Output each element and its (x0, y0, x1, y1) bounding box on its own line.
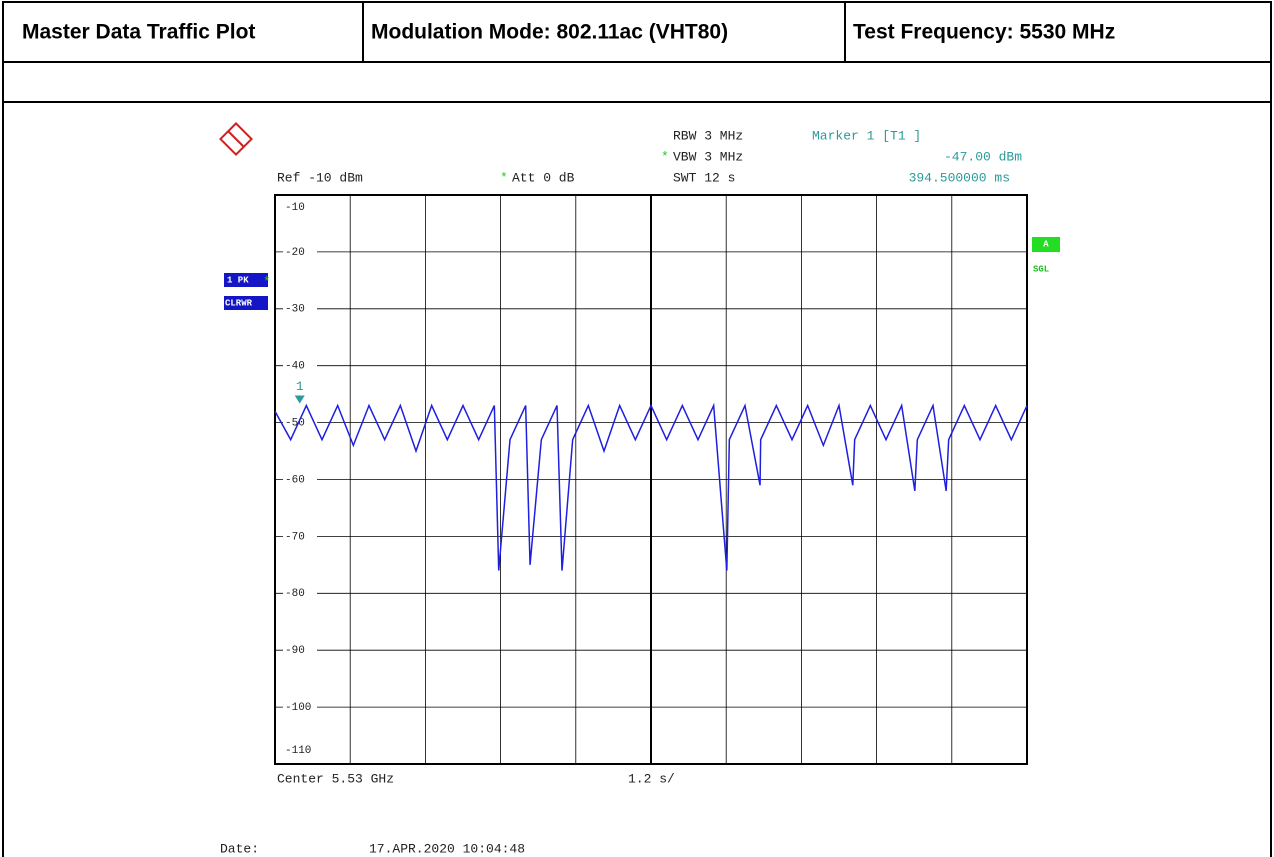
sweep: SGL (1033, 264, 1049, 274)
swt: SWT 12 s (673, 170, 735, 185)
y-tick-label: -30 (285, 304, 305, 316)
plot-border (274, 194, 1028, 765)
trace (274, 402, 1028, 571)
marker-level: -47.00 dBm (944, 149, 1022, 164)
star: * (263, 274, 271, 289)
header-cell: Modulation Mode: 802.11ac (VHT80) (371, 21, 728, 44)
label-bg (283, 644, 317, 657)
y-tick-label: -20 (285, 247, 305, 259)
y-tick-label: -60 (285, 474, 305, 486)
y-tick-label: -10 (285, 202, 305, 214)
rbw: RBW 3 MHz (673, 128, 743, 143)
label-bg (283, 473, 317, 486)
vbw: VBW 3 MHz (673, 149, 743, 164)
marker (294, 395, 305, 404)
y-tick-label: -100 (285, 702, 311, 714)
date-label: Date: (220, 841, 259, 856)
logo (219, 122, 253, 156)
marker-title: Marker 1 [T1 ] (812, 128, 921, 143)
trace-box (1032, 237, 1060, 252)
detector-box (224, 273, 268, 287)
plot: -10 -20 -30 -40 -50 -60 -70 -80 -90 -100 -110 1 (274, 194, 1028, 765)
header-cell: Master Data Traffic Plot (22, 21, 255, 44)
header-cell: Test Frequency: 5530 MHz (853, 21, 1115, 44)
label-bg (283, 359, 317, 372)
label-bg (283, 587, 317, 600)
y-tick-label: -110 (285, 745, 311, 757)
trace: A (1043, 239, 1049, 249)
marker-time: 394.500000 ms (909, 170, 1010, 185)
label-bg (283, 302, 317, 315)
date: 17.APR.2020 10:04:48 (369, 841, 525, 856)
mode: CLRWR (225, 298, 253, 308)
y-tick-label: -70 (285, 531, 305, 543)
y-tick-label: -80 (285, 588, 305, 600)
ref: Ref -10 dBm (277, 170, 363, 185)
star: * (500, 170, 508, 185)
label-bg (283, 416, 317, 429)
y-tick-label: -50 (285, 418, 305, 430)
y-tick-label: -40 (285, 361, 305, 373)
detector: 1 PK (227, 275, 249, 285)
x-label: Center 5.53 GHz (277, 771, 394, 786)
label-bg (283, 701, 317, 714)
att: Att 0 dB (512, 170, 575, 185)
star: * (661, 149, 669, 164)
label-bg (283, 530, 317, 543)
y-tick-label: -90 (285, 645, 305, 657)
x-div: 1.2 s/ (628, 771, 675, 786)
marker-label: 1 (296, 379, 304, 394)
mode-box (224, 296, 268, 310)
label-bg (283, 245, 317, 258)
